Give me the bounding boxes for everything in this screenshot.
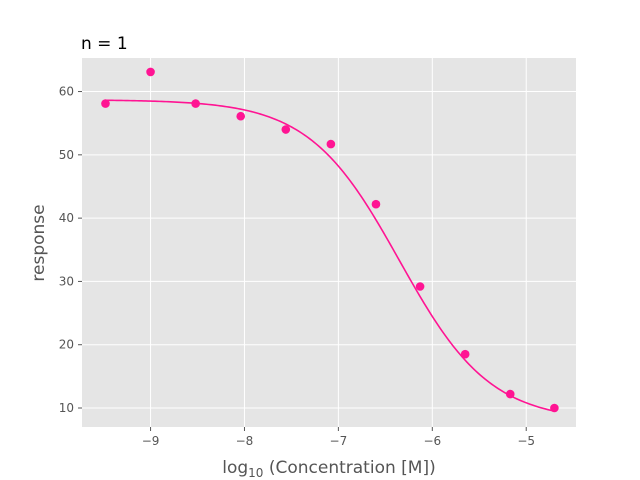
grid <box>82 58 576 427</box>
x-tick-label: −6 <box>423 434 441 448</box>
data-point <box>415 282 425 291</box>
x-axis-label-suffix: (Concentration [M]) <box>263 458 435 478</box>
x-axis-label: log10 (Concentration [M]) <box>222 458 435 480</box>
x-tick-label: −5 <box>517 434 535 448</box>
data-point <box>505 389 515 399</box>
y-axis-label: response <box>29 204 49 281</box>
data-point <box>236 111 246 121</box>
data-point <box>191 99 200 108</box>
chart-title: n = 1 <box>81 34 128 54</box>
x-tick-label: −9 <box>142 434 160 448</box>
data-point <box>281 125 291 134</box>
y-tick-label: 30 <box>59 274 74 288</box>
x-tick-label: −7 <box>330 434 348 448</box>
ticks: −9 −8 −7 −6 −5 10 20 30 40 50 60 <box>59 85 535 448</box>
data-point <box>146 67 155 77</box>
data-point <box>101 99 110 108</box>
y-tick-label: 40 <box>59 211 74 225</box>
plot-area <box>82 58 576 427</box>
y-tick-label: 10 <box>59 401 74 415</box>
data-points <box>101 67 559 413</box>
data-point <box>371 199 381 209</box>
y-tick-label: 20 <box>59 338 74 352</box>
data-point <box>550 403 559 413</box>
y-tick-label: 50 <box>59 148 74 162</box>
data-point <box>326 139 336 149</box>
fit-curve-layer <box>105 99 555 412</box>
data-point <box>460 349 470 359</box>
x-axis-label-prefix: log <box>222 458 248 478</box>
x-axis-label-subscript: 10 <box>248 466 263 480</box>
fit-curve <box>105 99 555 412</box>
x-tick-label: −8 <box>236 434 254 448</box>
y-tick-label: 60 <box>59 85 74 99</box>
